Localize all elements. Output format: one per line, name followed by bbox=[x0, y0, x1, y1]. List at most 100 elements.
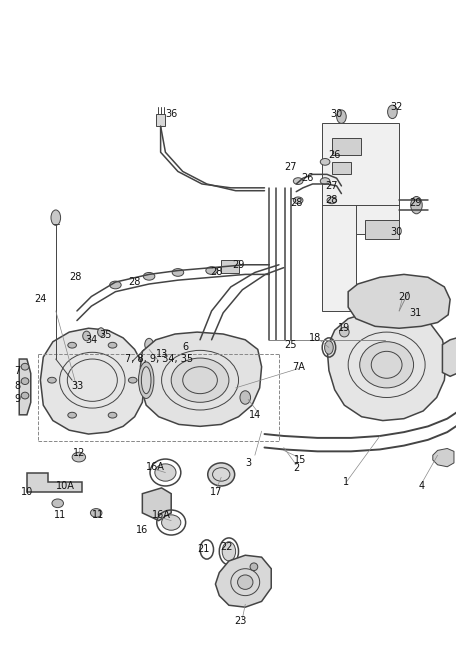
Ellipse shape bbox=[91, 508, 102, 517]
Ellipse shape bbox=[21, 392, 29, 399]
Text: 11: 11 bbox=[92, 510, 104, 520]
Ellipse shape bbox=[51, 210, 61, 225]
Ellipse shape bbox=[388, 105, 397, 118]
Text: 14: 14 bbox=[249, 410, 261, 420]
Text: 32: 32 bbox=[390, 102, 402, 112]
Text: 2: 2 bbox=[293, 463, 300, 473]
Text: 31: 31 bbox=[410, 308, 421, 318]
Text: 29: 29 bbox=[232, 260, 245, 270]
Ellipse shape bbox=[109, 281, 121, 289]
Ellipse shape bbox=[128, 377, 137, 383]
Text: 25: 25 bbox=[284, 340, 297, 350]
Text: 3: 3 bbox=[245, 458, 251, 468]
Ellipse shape bbox=[145, 339, 154, 351]
Polygon shape bbox=[442, 338, 464, 377]
Text: 30: 30 bbox=[390, 227, 402, 237]
Ellipse shape bbox=[206, 267, 218, 274]
Polygon shape bbox=[156, 114, 165, 126]
Text: 33: 33 bbox=[71, 381, 83, 391]
Text: 10: 10 bbox=[21, 487, 33, 497]
Polygon shape bbox=[433, 448, 454, 467]
Text: 35: 35 bbox=[100, 330, 112, 340]
Ellipse shape bbox=[237, 575, 253, 589]
Text: 6: 6 bbox=[182, 343, 189, 353]
Text: 28: 28 bbox=[326, 195, 338, 205]
Polygon shape bbox=[332, 162, 351, 175]
Text: 20: 20 bbox=[398, 292, 410, 302]
Text: 27: 27 bbox=[284, 162, 297, 172]
Text: 34: 34 bbox=[85, 334, 98, 345]
Ellipse shape bbox=[141, 367, 151, 393]
Ellipse shape bbox=[360, 342, 414, 388]
Ellipse shape bbox=[47, 377, 56, 383]
Ellipse shape bbox=[72, 452, 86, 462]
Polygon shape bbox=[322, 123, 399, 311]
Text: 28: 28 bbox=[128, 277, 141, 287]
Ellipse shape bbox=[52, 499, 64, 508]
Ellipse shape bbox=[171, 358, 229, 402]
Text: 29: 29 bbox=[410, 198, 422, 208]
Text: 27: 27 bbox=[326, 181, 338, 191]
Ellipse shape bbox=[293, 178, 303, 185]
Polygon shape bbox=[348, 274, 450, 328]
Text: 18: 18 bbox=[310, 333, 321, 343]
Ellipse shape bbox=[339, 327, 349, 337]
Polygon shape bbox=[19, 359, 31, 415]
Ellipse shape bbox=[108, 412, 117, 418]
Ellipse shape bbox=[155, 464, 176, 481]
Text: 4: 4 bbox=[418, 481, 424, 491]
Text: 5: 5 bbox=[473, 477, 474, 487]
Ellipse shape bbox=[337, 110, 346, 123]
Ellipse shape bbox=[108, 343, 117, 348]
Ellipse shape bbox=[293, 197, 303, 203]
Text: 16: 16 bbox=[136, 525, 148, 535]
Text: 17: 17 bbox=[210, 487, 223, 497]
Ellipse shape bbox=[162, 515, 181, 531]
Text: 15: 15 bbox=[294, 455, 306, 465]
Polygon shape bbox=[216, 555, 271, 607]
Polygon shape bbox=[40, 328, 144, 434]
Polygon shape bbox=[327, 311, 447, 421]
Ellipse shape bbox=[68, 412, 76, 418]
Text: 19: 19 bbox=[338, 323, 350, 333]
Ellipse shape bbox=[320, 159, 330, 165]
Text: 7: 7 bbox=[14, 365, 20, 375]
Ellipse shape bbox=[460, 405, 469, 424]
Ellipse shape bbox=[21, 363, 29, 370]
Ellipse shape bbox=[320, 178, 330, 185]
Text: 7A: 7A bbox=[292, 362, 305, 372]
Ellipse shape bbox=[466, 461, 474, 472]
Text: 10A: 10A bbox=[56, 481, 75, 491]
Ellipse shape bbox=[98, 328, 104, 337]
Ellipse shape bbox=[143, 272, 155, 280]
Text: 13: 13 bbox=[155, 349, 168, 359]
Ellipse shape bbox=[208, 463, 235, 486]
Text: 16A: 16A bbox=[146, 462, 165, 472]
Text: 28: 28 bbox=[69, 272, 81, 282]
Text: 9: 9 bbox=[14, 395, 20, 405]
Polygon shape bbox=[332, 138, 361, 155]
Text: 24: 24 bbox=[34, 294, 46, 304]
Text: 21: 21 bbox=[198, 545, 210, 555]
Ellipse shape bbox=[138, 362, 154, 399]
Text: 28: 28 bbox=[210, 268, 223, 278]
Ellipse shape bbox=[21, 378, 29, 385]
Text: 8: 8 bbox=[14, 381, 20, 391]
Text: 36: 36 bbox=[165, 109, 177, 119]
Text: 23: 23 bbox=[234, 615, 246, 626]
Polygon shape bbox=[142, 488, 171, 520]
Text: 22: 22 bbox=[220, 542, 232, 551]
Text: 26: 26 bbox=[328, 150, 341, 160]
Ellipse shape bbox=[68, 343, 76, 348]
Ellipse shape bbox=[327, 197, 337, 203]
Text: 7, 8, 9, 34, 35: 7, 8, 9, 34, 35 bbox=[125, 354, 193, 364]
Text: 16A: 16A bbox=[152, 510, 171, 520]
Text: 26: 26 bbox=[301, 173, 314, 183]
Polygon shape bbox=[27, 472, 82, 492]
Ellipse shape bbox=[222, 542, 236, 561]
Bar bbox=[221, 260, 238, 274]
Text: 30: 30 bbox=[330, 109, 343, 119]
Ellipse shape bbox=[240, 391, 251, 404]
Ellipse shape bbox=[83, 331, 91, 341]
Text: 12: 12 bbox=[73, 448, 85, 458]
